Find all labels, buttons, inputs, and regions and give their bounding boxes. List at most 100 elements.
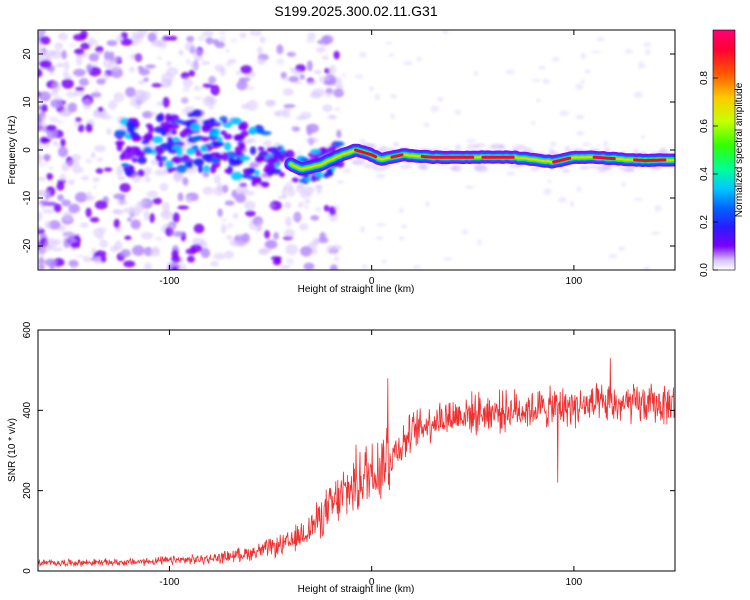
spectrogram-noise-cell bbox=[303, 199, 311, 204]
spectrogram-noise-cell bbox=[90, 152, 96, 159]
spectrogram-noise-cell bbox=[95, 168, 104, 174]
spectrogram-noise-cell bbox=[38, 154, 44, 164]
spectrogram-speckle bbox=[369, 85, 374, 92]
spectrogram-speckle bbox=[621, 181, 626, 188]
spectrogram-halo-cell bbox=[399, 165, 413, 169]
spectrogram-noise-cell bbox=[162, 96, 170, 108]
spectrogram-noise-cell bbox=[178, 49, 184, 56]
spectrogram-noise-cell bbox=[45, 125, 57, 132]
spectrogram-noise-cell bbox=[243, 200, 256, 211]
spectrogram-noise-cell bbox=[119, 182, 131, 193]
spectrogram-speckle bbox=[264, 176, 272, 182]
snr-plot-area bbox=[38, 330, 675, 571]
spectrogram-noise-cell bbox=[185, 196, 192, 204]
spectrogram-speckle bbox=[584, 69, 591, 74]
spectrogram-noise-cell bbox=[146, 190, 158, 198]
spectrogram-noise-cell bbox=[138, 68, 150, 76]
spectrogram-speckle bbox=[97, 226, 108, 234]
spectrogram-energy-cell bbox=[230, 117, 242, 125]
spectrogram-halo-cell bbox=[416, 164, 427, 170]
spectrogram-noise-cell bbox=[53, 203, 62, 213]
spectrogram-halo-cell bbox=[561, 168, 570, 174]
spectrogram-speckle bbox=[94, 40, 99, 47]
spectrogram-speckle bbox=[175, 178, 181, 183]
spectrogram-energy-cell bbox=[300, 157, 309, 163]
spectrogram-y-tick-label: 0 bbox=[22, 147, 33, 153]
spectrogram-halo-cell bbox=[392, 142, 400, 147]
spectrogram-noise-cell bbox=[40, 36, 51, 45]
spectrogram-noise-cell bbox=[323, 80, 336, 86]
spectrogram-speckle bbox=[384, 41, 393, 45]
spectrogram-energy-cell bbox=[278, 171, 285, 178]
spectrogram-noise-cell bbox=[140, 200, 148, 205]
spectrogram-noise-cell bbox=[62, 211, 73, 222]
spectrogram-noise-cell bbox=[51, 81, 62, 93]
spectrogram-speckle bbox=[136, 36, 143, 44]
spectrogram-noise-cell bbox=[213, 252, 226, 260]
spectrogram-noise-cell bbox=[88, 53, 100, 62]
spectrogram-energy-cell bbox=[155, 113, 164, 123]
spectrogram-noise-cell bbox=[41, 138, 51, 143]
spectrogram-energy-cell bbox=[224, 168, 232, 174]
spectrogram-noise-cell bbox=[312, 88, 325, 98]
spectrogram-noise-cell bbox=[113, 209, 121, 215]
spectrogram-halo-cell bbox=[603, 147, 611, 153]
spectrogram-noise-cell bbox=[329, 264, 338, 270]
spectrogram-energy-cell bbox=[332, 141, 345, 147]
spectrogram-speckle bbox=[85, 158, 93, 164]
spectrogram-noise-cell bbox=[144, 262, 152, 270]
spectrogram-noise-cell bbox=[235, 185, 249, 195]
spectrogram-noise-cell bbox=[264, 100, 277, 108]
spectrogram-noise-cell bbox=[194, 151, 203, 157]
spectrogram-noise-cell bbox=[56, 181, 65, 191]
spectrogram-noise-cell bbox=[123, 260, 136, 268]
spectrogram-speckle bbox=[537, 65, 546, 70]
spectrogram-noise-cell bbox=[316, 185, 323, 194]
spectrogram-noise-cell bbox=[80, 175, 90, 181]
spectrogram-noise-cell bbox=[171, 266, 179, 270]
spectrogram-halo-cell bbox=[564, 145, 572, 153]
spectrogram-speckle bbox=[359, 138, 366, 145]
spectrogram-energy-cell bbox=[234, 146, 244, 153]
spectrogram-energy-cell bbox=[125, 169, 132, 177]
spectrogram-speckle bbox=[477, 238, 482, 246]
spectrogram-speckle bbox=[633, 197, 644, 201]
spectrogram-noise-cell bbox=[57, 32, 68, 41]
spectrogram-noise-cell bbox=[95, 51, 103, 56]
colorbar-label: Normalized spectral amplitude bbox=[734, 82, 745, 217]
spectrogram-speckle bbox=[92, 185, 98, 189]
spectrogram-noise-cell bbox=[62, 71, 69, 77]
spectrogram-noise-cell bbox=[38, 115, 43, 125]
spectrogram-noise-cell bbox=[128, 66, 135, 73]
spectrogram-speckle bbox=[624, 48, 633, 55]
spectrogram-noise-cell bbox=[336, 129, 342, 139]
spectrogram-y-ticks: -20 -10 0 10 20 bbox=[22, 48, 675, 253]
spectrogram-energy-cell bbox=[143, 146, 153, 154]
spectrogram-speckle bbox=[185, 58, 191, 65]
spectrogram-noise-cell bbox=[80, 42, 91, 50]
spectrogram-noise-cell bbox=[38, 91, 51, 102]
spectrogram-noise-cell bbox=[245, 190, 255, 196]
spectrogram-noise-cell bbox=[38, 68, 43, 78]
spectrogram-noise-cell bbox=[38, 47, 43, 53]
spectrogram-speckle bbox=[321, 41, 326, 48]
spectrogram-energy-cell bbox=[176, 164, 187, 174]
spectrogram-noise-cell bbox=[217, 208, 223, 218]
spectrogram-energy-cell bbox=[255, 155, 264, 164]
spectrogram-energy-cell bbox=[167, 139, 174, 148]
spectrogram-noise-cell bbox=[38, 189, 50, 197]
spectrogram-noise-cell bbox=[208, 104, 214, 110]
spectrogram-noise-cell bbox=[236, 80, 248, 91]
spectrogram-noise-cell bbox=[44, 153, 50, 162]
spectrogram-noise-cell bbox=[180, 72, 190, 80]
snr-y-tick-label: 400 bbox=[22, 402, 33, 419]
spectrogram-noise-cell bbox=[305, 80, 317, 86]
spectrogram-noise-cell bbox=[300, 246, 313, 257]
colorbar-tick-label: 0.6 bbox=[699, 119, 710, 133]
spectrogram-noise-cell bbox=[256, 46, 263, 55]
spectrogram-energy-cell bbox=[158, 161, 164, 168]
spectrogram-noise-cell bbox=[177, 192, 184, 202]
spectrogram-energy-cell bbox=[216, 136, 223, 143]
spectrogram-noise-cell bbox=[263, 140, 272, 147]
